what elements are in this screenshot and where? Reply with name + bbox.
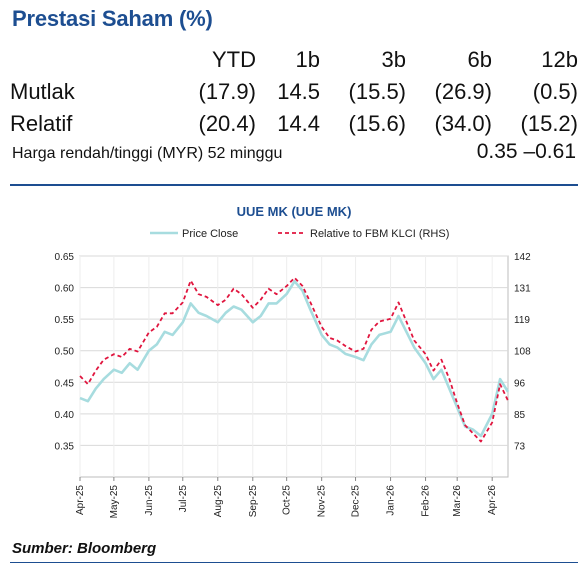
table-header-row: YTD 1b 3b 6b 12b [10,44,578,76]
page-title: Prestasi Saham (%) [12,6,213,31]
chart-axes: 0.35 73 0.40 85 0.45 96 0.50 108 0.55 119 0.60 131 0… [55,252,532,518]
x-tick-label: May-25 [109,485,120,519]
column-header: 1b [295,47,321,72]
table-cell: (15.2) [520,111,578,136]
relative-klci-line [79,276,509,443]
x-tick-label: Oct-25 [282,485,293,515]
column-header: YTD [211,47,256,72]
chart-grid [79,255,509,478]
table-row: Relatif (20.4) 14.4 (15.6) (34.0) (15.2) [10,108,578,140]
table-corner-cell [10,44,170,76]
x-tick-label: Sep-25 [248,485,259,518]
section-divider [10,184,578,186]
x-tick-label: Jan-26 [386,485,397,516]
y-right-tick-label: 119 [514,315,530,326]
chart-title: UUE MK (UUE MK) [237,204,352,219]
stock-line-chart: 0.35 73 0.40 85 0.45 96 0.50 108 0.55 119 0.60 131 0… [55,204,532,518]
x-tick-label: Feb-26 [421,485,432,517]
table-cell: (20.4) [198,111,256,136]
x-tick-label: Jun-25 [144,485,155,516]
x-tick-label: Aug-25 [213,485,224,518]
table-cell: (15.5) [348,79,407,104]
legend-relative-klci-label: Relative to FBM KLCI (RHS) [310,228,449,240]
table-cell: 14.4 [277,111,321,136]
price-range-label: Harga rendah/tinggi (MYR) 52 minggu [12,145,283,162]
table-row: Mutlak (17.9) 14.5 (15.5) (26.9) (0.5) [10,76,578,108]
legend-price-close-label: Price Close [182,228,238,240]
table-cell: (15.6) [348,111,407,136]
y-right-tick-label: 73 [514,441,526,452]
x-tick-label: Mar-26 [452,485,463,517]
source-note: Sumber: Bloomberg [12,540,157,557]
y-right-tick-label: 96 [514,378,526,389]
table-cell: 14.5 [277,79,321,104]
y-left-tick-label: 0.60 [55,284,75,295]
column-header: 3b [381,47,407,72]
x-tick-label: Nov-25 [317,485,328,518]
performance-table: YTD 1b 3b 6b 12b Mutlak (17.9) 14.5 (15.… [10,44,578,140]
x-tick-label: Apr-25 [75,485,86,515]
y-left-tick-label: 0.50 [55,347,75,358]
y-left-tick-label: 0.55 [55,315,75,326]
bottom-divider [10,562,578,563]
column-header: 12b [541,47,578,72]
table-cell: (34.0) [434,111,492,136]
y-left-tick-label: 0.65 [55,252,75,263]
x-tick-label: Jul-25 [178,485,189,513]
y-left-tick-label: 0.40 [55,410,75,421]
x-tick-label: Dec-25 [351,485,362,518]
y-right-tick-label: 142 [514,252,531,263]
price-range-value: 0.35 –0.61 [476,140,576,163]
row-label: Relatif [10,111,73,136]
chart-legend: Price Close Relative to FBM KLCI (RHS) [150,228,449,240]
row-label: Mutlak [10,79,75,104]
table-cell: (26.9) [434,79,492,104]
price-close-line [79,280,510,438]
y-left-tick-label: 0.45 [55,378,75,389]
x-tick-label: Apr-26 [487,485,498,515]
column-header: 6b [467,47,492,72]
table-cell: (17.9) [198,79,256,104]
y-left-tick-label: 0.35 [55,441,75,452]
price-range-row: Harga rendah/tinggi (MYR) 52 minggu 0.35… [12,140,576,164]
chart-series [79,276,510,443]
y-right-tick-label: 108 [514,347,531,358]
y-right-tick-label: 85 [514,410,526,421]
table-cell: (0.5) [532,79,578,104]
y-right-tick-label: 131 [514,284,531,295]
